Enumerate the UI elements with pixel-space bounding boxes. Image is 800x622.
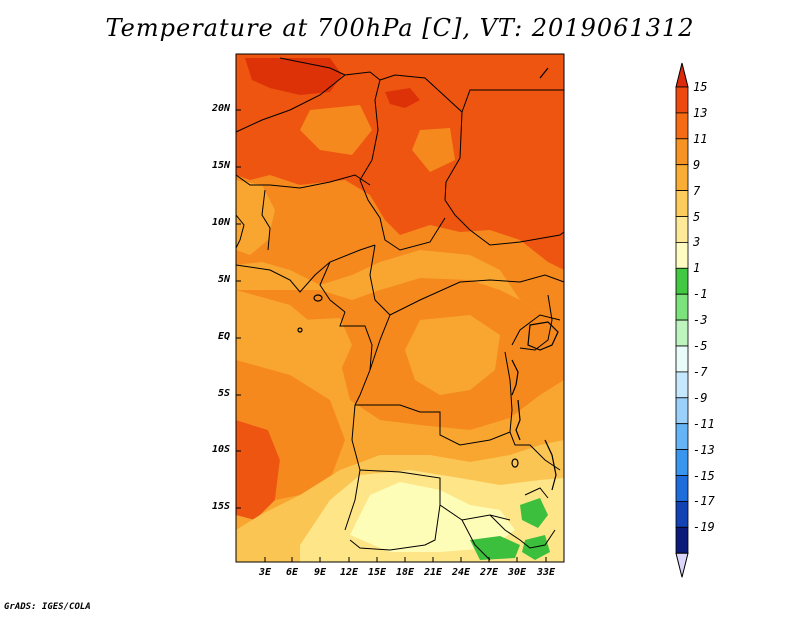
lon-label: 15E [367,567,387,578]
lon-label: 27E [479,567,499,578]
lat-label: 5S [217,388,230,399]
country-borders [235,57,565,561]
colorbar-segment [675,86,689,114]
lon-label: 30E [507,567,527,578]
colorbar-segment [675,216,689,243]
colorbar-label: 1 [693,261,701,276]
colorbar-segment [675,423,689,451]
colorbar-segment [675,319,689,347]
chart-title: Temperature at 700hPa [C], VT: 201906131… [105,14,695,42]
lon-label: 3E [258,567,272,578]
map-frame [235,53,565,563]
credit-text: GrADS: IGES/COLA [4,602,91,612]
colorbar-label: -15 [693,468,715,483]
temp-region-11-angola [236,360,345,500]
temp-region-13-north [236,54,564,270]
colorbar-segment [675,500,689,528]
temp-region-1-mozambique [522,535,550,560]
lat-label: EQ [217,331,230,342]
colorbar-label: -19 [693,520,715,535]
colorbar-segment [675,397,689,425]
colorbar-label: 7 [693,183,701,198]
colorbar-label: 3 [693,235,701,250]
colorbar-segment [675,267,689,295]
temp-region-3-south [350,482,515,552]
lon-label: 24E [451,567,471,578]
temp-region-1-zambia [470,536,520,560]
colorbar-segment [675,371,689,399]
colorbar-segment [675,449,689,476]
temp-region-9-congo [405,315,500,395]
temp-region-9-west [236,180,275,255]
colorbar-label: 13 [693,105,708,120]
colorbar-label: 9 [693,157,701,172]
lat-label: 10S [211,444,230,455]
colorbar-label: 5 [693,209,701,224]
lat-label: 5N [217,274,230,285]
colorbar-label: -1 [693,287,708,302]
temp-region-1-malawi [520,498,548,528]
lakes [297,67,559,491]
lon-label: 12E [339,567,359,578]
colorbar-segment [675,526,689,554]
temp-region-15-spot [385,88,420,108]
lon-ticks [264,557,547,562]
lon-label: 21E [423,567,443,578]
lat-ticks [236,109,241,509]
colorbar-bottom-triangle [675,552,689,578]
colorbar-label: 15 [693,80,708,94]
colorbar-label: -17 [693,494,715,509]
temp-region-9-gabon [295,318,352,372]
lon-label: 6E [285,567,299,578]
colorbar-segment [675,475,689,502]
lon-label: 9E [313,567,327,578]
colorbar-top-triangle [675,62,689,88]
colorbar-label: -5 [693,339,708,353]
temp-region-15-sahara [245,58,342,95]
lat-label: 20N [211,103,230,114]
temp-region-13-angola [236,420,280,520]
colorbar-label: 11 [693,131,708,146]
colorbar-segment [675,293,689,321]
colorbar-label: -9 [693,390,708,405]
colorbar-label: -13 [693,442,715,457]
temp-region-11-niger [300,105,372,155]
colorbar-segment [675,345,689,373]
lon-label: 18E [395,567,415,578]
colorbar-label: -7 [693,364,708,379]
lon-label: 33E [536,567,556,578]
colorbar-segment [675,190,689,217]
colorbar-segment [675,164,689,191]
colorbar-segment [675,241,689,269]
lat-label: 15N [211,160,230,171]
lat-label: 15S [211,501,230,512]
colorbar-label: -3 [693,313,708,328]
colorbar-segment [675,112,689,140]
colorbar [675,62,689,578]
colorbar-segment [675,138,689,166]
lat-label: 10N [211,217,230,228]
colorbar-label: -11 [693,416,715,431]
temp-region-11-chad [412,128,455,172]
temp-region-11-central [236,278,564,430]
